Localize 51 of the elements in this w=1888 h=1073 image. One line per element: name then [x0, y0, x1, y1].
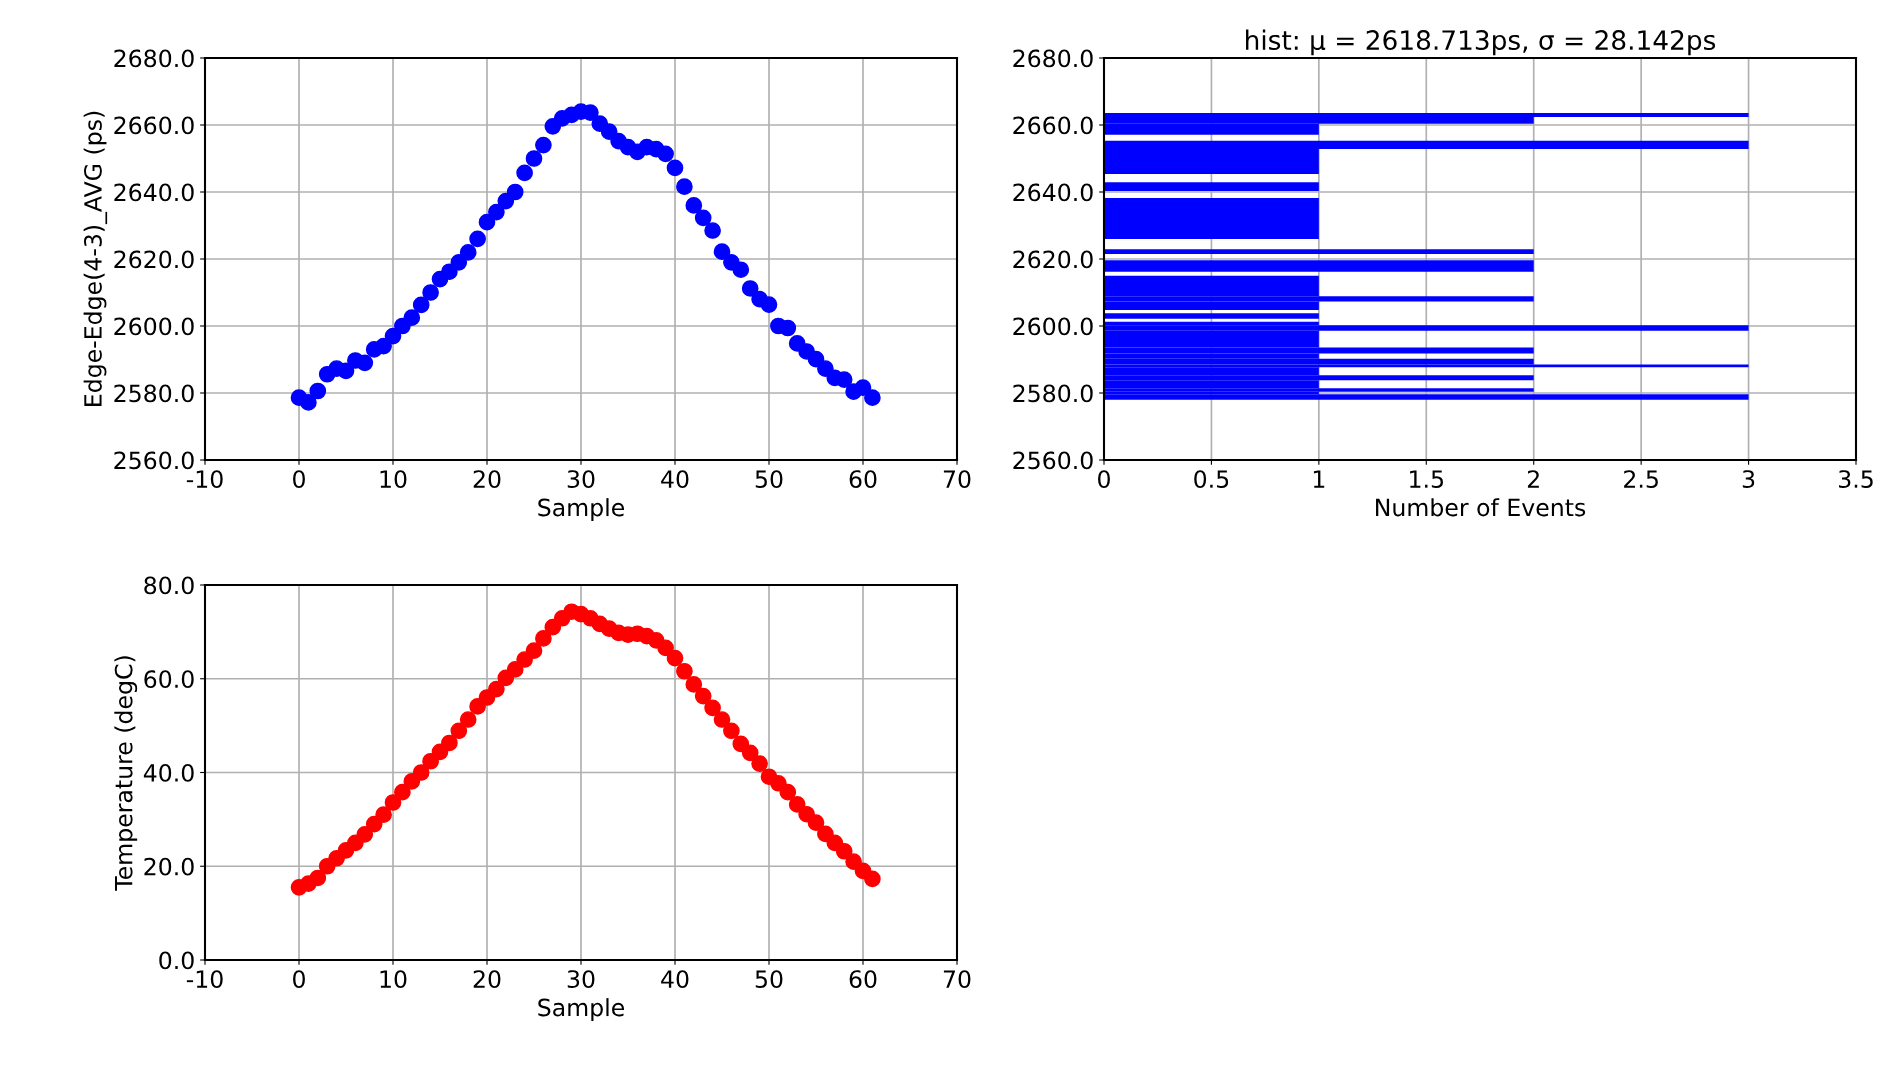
- x-axis-title: Sample: [538, 998, 625, 1021]
- y-tick-label: 2680.0: [1013, 49, 1093, 68]
- y-tick-label: 2600.0: [1013, 317, 1093, 336]
- x-tick-label: 20: [473, 470, 501, 488]
- x-tick-label: 20: [473, 970, 501, 988]
- y-tick-label: 2640.0: [114, 183, 194, 202]
- y-tick-label: 2680.0: [114, 49, 194, 68]
- y-tick-label: 0.0: [159, 951, 194, 970]
- y-tick-label: 2640.0: [1013, 183, 1093, 202]
- x-tick-label: 3: [1742, 470, 1755, 488]
- x-tick-label: 40: [661, 970, 689, 988]
- x-tick-label: 10: [380, 970, 407, 988]
- y-tick-label: 2660.0: [114, 116, 194, 135]
- y-tick-label: 2620.0: [114, 250, 194, 269]
- x-tick-label: 30: [567, 970, 595, 988]
- x-tick-label: 70: [943, 470, 971, 488]
- y-tick-label: 2580.0: [114, 384, 194, 403]
- x-tick-label: 2: [1527, 470, 1539, 488]
- y-tick-label: 80.0: [144, 576, 194, 595]
- y-tick-label: 2620.0: [1013, 250, 1093, 269]
- x-tick-label: 50: [755, 970, 783, 988]
- x-tick-label: 50: [755, 470, 783, 488]
- x-tick-label: 40: [661, 470, 689, 488]
- chart-title: hist: μ = 2618.713ps, σ = 28.142ps: [1246, 29, 1716, 56]
- x-tick-label: 0.5: [1194, 470, 1229, 488]
- y-axis-title: Edge-Edge(4-3)_AVG (ps): [83, 111, 108, 406]
- x-tick-label: 70: [943, 970, 971, 988]
- x-tick-label: -10: [186, 970, 223, 988]
- y-axis-title: Temperature (degC): [114, 656, 138, 891]
- y-tick-label: 40.0: [143, 763, 194, 782]
- y-tick-label: 2600.0: [114, 317, 194, 336]
- x-tick-label: 30: [567, 470, 595, 488]
- x-tick-label: 0: [1098, 470, 1110, 488]
- y-tick-label: 2560.0: [1013, 451, 1093, 470]
- x-tick-label: 1: [1313, 470, 1325, 488]
- x-tick-label: 60: [849, 470, 877, 488]
- x-tick-label: -10: [186, 470, 223, 488]
- x-axis-title: Number of Events: [1376, 498, 1586, 517]
- x-tick-label: 3.5: [1839, 470, 1873, 488]
- y-tick-label: 2660.0: [1013, 116, 1093, 135]
- y-tick-label: 20.0: [144, 857, 194, 876]
- y-tick-label: 2560.0: [114, 451, 194, 470]
- x-tick-label: 10: [380, 470, 407, 488]
- x-tick-label: 0: [293, 470, 305, 488]
- x-tick-label: 1.5: [1410, 470, 1443, 488]
- y-tick-label: 2580.0: [1013, 384, 1093, 403]
- x-tick-label: 0: [293, 970, 305, 988]
- x-tick-label: 2.5: [1624, 470, 1658, 488]
- x-tick-label: 60: [849, 970, 877, 988]
- y-tick-label: 60.0: [144, 670, 194, 689]
- x-axis-title: Sample: [538, 498, 625, 521]
